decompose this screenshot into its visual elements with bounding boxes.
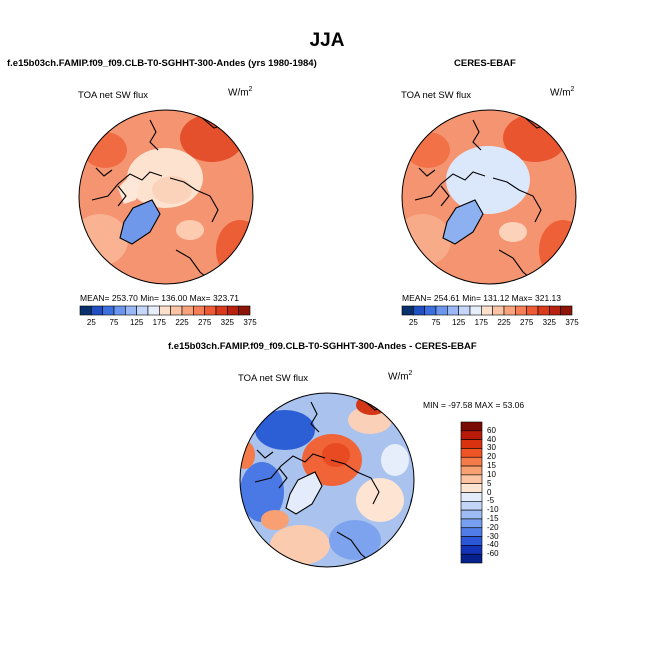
colorbar-box — [460, 430, 483, 440]
colorbar-tick-label: 325 — [542, 318, 556, 327]
colorbar-tick-label: 40 — [487, 434, 496, 444]
colorbar-box — [460, 474, 483, 484]
colorbar-tick-label: 125 — [451, 318, 466, 327]
colorbar-tick-label: 75 — [109, 318, 119, 327]
colorbar-tick-label: 275 — [197, 318, 212, 327]
colorbar-tick-label: 20 — [487, 452, 496, 462]
panel1-stats: MEAN= 253.70 Min= 136.00 Max= 323.71 — [80, 293, 240, 303]
colorbar-tick-label: -30 — [487, 531, 499, 541]
colorbar-tick-label: 175 — [152, 318, 166, 327]
colorbar-box — [460, 509, 483, 520]
panel1-units: W/m2 — [228, 86, 253, 99]
colorbar-box — [460, 439, 483, 449]
colorbar-tick-label: 5 — [487, 478, 492, 488]
colorbar-box — [460, 518, 483, 529]
panel1-title: f.e15b03ch.FAMIP.f09_f09.CLB-T0-SGHHT-30… — [7, 58, 317, 69]
panel2-units: W/m2 — [550, 86, 575, 99]
panel3-colorbar-boxes — [460, 421, 483, 564]
colorbar-tick-label: 0 — [487, 487, 492, 497]
panel3-stats: MIN = -97.58 MAX = 53.06 — [423, 400, 525, 410]
panel1-colorbar-boxes — [79, 305, 251, 316]
panel3-variable: TOA net SW flux — [238, 373, 309, 384]
colorbar-tick-label: -60 — [487, 549, 499, 559]
colorbar-tick-label: -20 — [487, 522, 499, 532]
colorbar-box — [460, 483, 483, 493]
panel3-title: f.e15b03ch.FAMIP.f09_f09.CLB-T0-SGHHT-30… — [168, 341, 477, 352]
colorbar-tick-label: -15 — [487, 513, 499, 523]
colorbar-tick-label: 275 — [519, 318, 534, 327]
colorbar-tick-label: 225 — [175, 318, 189, 327]
colorbar-box — [460, 536, 483, 546]
colorbar-tick-label: 30 — [487, 443, 496, 453]
colorbar-tick-label: 325 — [220, 318, 234, 327]
colorbar-tick-label: 15 — [487, 461, 496, 471]
colorbar-box — [460, 527, 483, 537]
panel2-variable: TOA net SW flux — [401, 90, 472, 101]
panel2-stats: MEAN= 254.61 Min= 131.12 Max= 321.13 — [402, 293, 562, 303]
panel2-title: CERES-EBAF — [454, 58, 516, 69]
colorbar-tick-label: 25 — [86, 318, 96, 327]
figure-title: JJA — [309, 30, 345, 51]
colorbar-box — [460, 501, 483, 511]
colorbar-tick-label: 375 — [243, 318, 257, 327]
colorbar-box — [460, 553, 483, 564]
colorbar-box — [460, 492, 483, 502]
colorbar-tick-label: 175 — [474, 318, 488, 327]
colorbar-tick-label: 125 — [129, 318, 144, 327]
panel3-units: W/m2 — [388, 370, 413, 383]
colorbar-tick-label: -10 — [487, 505, 499, 515]
colorbar-box — [560, 305, 573, 316]
panel1-variable: TOA net SW flux — [78, 90, 149, 101]
colorbar-tick-label: 25 — [408, 318, 418, 327]
colorbar-box — [460, 421, 483, 432]
colorbar-tick-label: 60 — [487, 425, 496, 435]
colorbar-tick-label: 75 — [431, 318, 441, 327]
panel2-colorbar-boxes — [401, 305, 573, 316]
colorbar-box — [460, 448, 483, 458]
colorbar-box — [460, 545, 483, 555]
colorbar-box — [238, 305, 251, 316]
colorbar-tick-label: 375 — [565, 318, 579, 327]
colorbar-tick-label: -40 — [487, 540, 499, 550]
colorbar-tick-label: 10 — [487, 469, 496, 479]
colorbar-tick-label: -5 — [487, 496, 495, 506]
colorbar-box — [460, 456, 483, 467]
colorbar-box — [460, 465, 483, 476]
colorbar-tick-label: 225 — [497, 318, 511, 327]
